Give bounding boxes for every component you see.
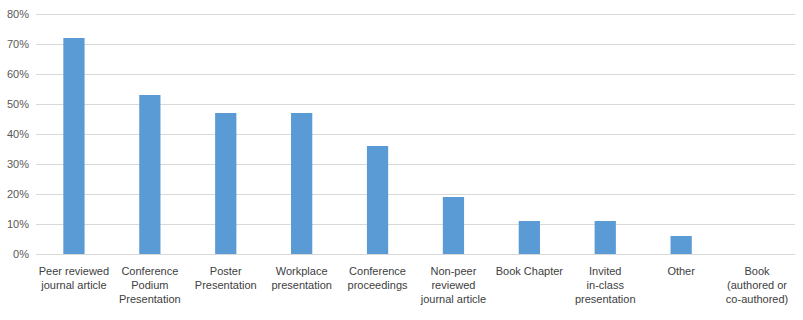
y-tick-label: 70% <box>7 38 29 50</box>
grid <box>36 14 795 254</box>
grid-line <box>36 74 795 75</box>
x-tick-label: Peer reviewedjournal article <box>39 265 109 291</box>
x-tick-label: Other <box>667 265 695 277</box>
bar <box>443 197 464 254</box>
y-tick-label: 10% <box>7 218 29 230</box>
x-tick-label: Book(authored orco-authored) <box>726 265 788 305</box>
y-tick-label: 40% <box>7 128 29 140</box>
y-tick-label: 80% <box>7 8 29 20</box>
bar <box>671 236 692 254</box>
chart: 0% 10% 20% 30% 40% 50% 60% 70% 80% Peer reviewedj… <box>0 0 803 320</box>
y-tick-label: 0% <box>13 248 29 260</box>
bar <box>63 38 84 254</box>
grid-line <box>36 14 795 15</box>
bars <box>63 38 691 254</box>
x-tick-label: ConferencePodiumPresentation <box>119 265 181 305</box>
bar <box>595 221 616 254</box>
y-tick-label: 60% <box>7 68 29 80</box>
bar <box>367 146 388 254</box>
y-tick-label: 50% <box>7 98 29 110</box>
bar <box>139 95 160 254</box>
x-tick-label: Workplacepresentation <box>271 265 332 291</box>
x-tick-label: Conferenceproceedings <box>348 265 408 291</box>
x-tick-label: Non-peerreviewedjournal article <box>420 265 486 305</box>
y-tick-label: 30% <box>7 158 29 170</box>
bar <box>746 254 767 255</box>
bar <box>519 221 540 254</box>
x-tick-label: Invitedin-classpresentation <box>575 265 636 305</box>
bar <box>215 113 236 254</box>
x-tick-label: Book Chapter <box>496 265 564 277</box>
y-tick-label: 20% <box>7 188 29 200</box>
bar <box>291 113 312 254</box>
x-tick-label: PosterPresentation <box>195 265 257 291</box>
grid-line <box>36 44 795 45</box>
